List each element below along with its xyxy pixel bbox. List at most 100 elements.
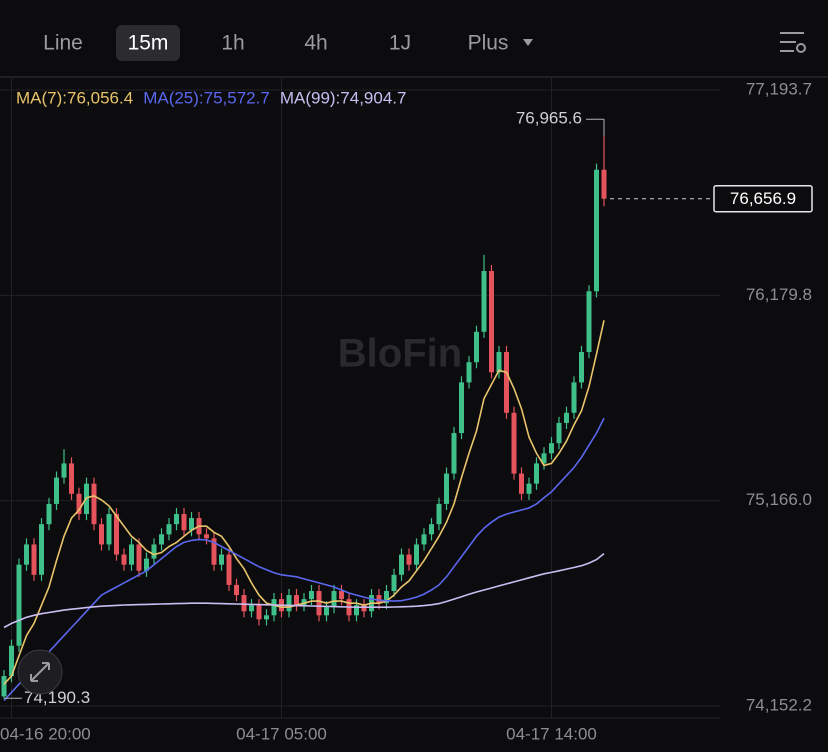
tab[interactable]: 1J xyxy=(389,32,411,55)
y-tick-label: 76,179.8 xyxy=(746,285,812,304)
candle-body xyxy=(46,503,52,525)
x-tick-label: 04-16 20:00 xyxy=(0,724,91,743)
watermark: BloFin xyxy=(338,332,462,376)
candle-body xyxy=(294,595,299,606)
candle-body xyxy=(91,483,97,525)
candle-body xyxy=(399,554,404,575)
candle-body xyxy=(241,595,247,612)
candle-body xyxy=(324,607,329,616)
candle-body xyxy=(316,591,322,616)
candle-body xyxy=(69,463,74,494)
candle-body xyxy=(219,554,224,565)
candle-body xyxy=(376,595,382,604)
legend-entry: MA(7):76,056.4 xyxy=(16,88,133,107)
candle-body xyxy=(99,524,104,545)
active-tab-bg xyxy=(116,25,180,61)
tab[interactable]: 15m xyxy=(128,32,169,55)
candle-body xyxy=(406,554,412,565)
expand-arrows xyxy=(30,662,50,682)
grid: 77,193.7 76,179.8 75,166.0 74,152.2 04-16 20… xyxy=(0,78,812,743)
candle-body xyxy=(256,605,262,620)
candle-body xyxy=(271,599,277,616)
candle-body xyxy=(174,514,179,525)
candle-body xyxy=(451,433,457,474)
candle-body xyxy=(556,422,562,444)
candle-body xyxy=(331,591,337,608)
candle-body xyxy=(309,591,314,600)
candle-body xyxy=(496,352,502,373)
candle-body xyxy=(361,605,367,612)
tab[interactable]: 1h xyxy=(221,32,244,55)
candle-body xyxy=(534,463,539,484)
candle-body xyxy=(181,514,187,531)
last-price-box xyxy=(713,184,813,213)
candle-body xyxy=(481,271,487,332)
tab[interactable]: 4h xyxy=(304,32,327,55)
candle-body xyxy=(571,382,577,413)
candle-body xyxy=(474,331,479,363)
candle-body xyxy=(16,564,22,646)
ma-line xyxy=(3,417,605,701)
y-tick-label: 75,166.0 xyxy=(746,490,812,509)
candle-body xyxy=(39,524,44,575)
candle-body xyxy=(526,483,532,494)
candle-body xyxy=(114,514,119,555)
candle-body xyxy=(466,362,472,383)
candle-body xyxy=(391,574,397,592)
y-tick-label: 77,193.7 xyxy=(746,79,812,98)
candle-body xyxy=(414,544,419,565)
candle-body xyxy=(1,676,7,697)
expand-button[interactable] xyxy=(17,649,63,695)
candle-body xyxy=(519,473,524,494)
candle-body xyxy=(489,271,494,373)
plot: 76,965.674,190.376,656.9 xyxy=(1,109,813,707)
ma-line xyxy=(3,320,605,685)
candle-body xyxy=(286,595,292,612)
candle-body xyxy=(76,493,82,515)
candle-body xyxy=(504,352,509,413)
candle-body xyxy=(226,554,232,585)
last-price-label: 76,656.9 xyxy=(730,189,796,208)
candle-body xyxy=(436,503,442,525)
candle-body xyxy=(384,591,389,604)
candle-body xyxy=(106,514,112,545)
candle-body xyxy=(444,473,449,504)
x-tick-label: 04-17 14:00 xyxy=(506,724,597,743)
ma-line xyxy=(3,552,605,629)
candle-body xyxy=(579,352,584,383)
candle-body xyxy=(459,382,464,434)
dropdown-arrow[interactable] xyxy=(523,39,533,46)
tab[interactable]: Line xyxy=(43,32,83,55)
legend-entry: MA(99):74,904.7 xyxy=(280,88,407,107)
candle-body xyxy=(234,584,239,596)
legend-entry: MA(25):75,572.7 xyxy=(143,88,270,107)
candle-body xyxy=(601,169,607,199)
candle-body xyxy=(166,524,172,535)
candle-body xyxy=(31,544,37,575)
settings-icon[interactable] xyxy=(780,32,806,53)
candle-body xyxy=(564,412,569,423)
candle-body xyxy=(144,558,149,571)
candle-body xyxy=(121,554,127,565)
candle-body xyxy=(511,412,517,474)
candle-body xyxy=(9,645,14,677)
candle-body xyxy=(301,599,307,606)
candle-body xyxy=(421,534,427,545)
candle-body xyxy=(264,615,269,620)
candle-body xyxy=(541,453,547,464)
candle-body xyxy=(429,524,434,535)
candle-body xyxy=(159,534,164,545)
tab[interactable]: Plus xyxy=(468,32,509,55)
candle-body xyxy=(586,291,592,353)
candle-body xyxy=(594,169,599,292)
candle-body xyxy=(549,443,554,454)
candle-body xyxy=(211,538,217,565)
candle-body xyxy=(204,534,209,539)
candle-body xyxy=(339,591,344,600)
y-tick-label: 74,152.2 xyxy=(746,695,812,714)
candle-body xyxy=(189,518,194,531)
x-tick-label: 04-17 05:00 xyxy=(236,724,327,743)
